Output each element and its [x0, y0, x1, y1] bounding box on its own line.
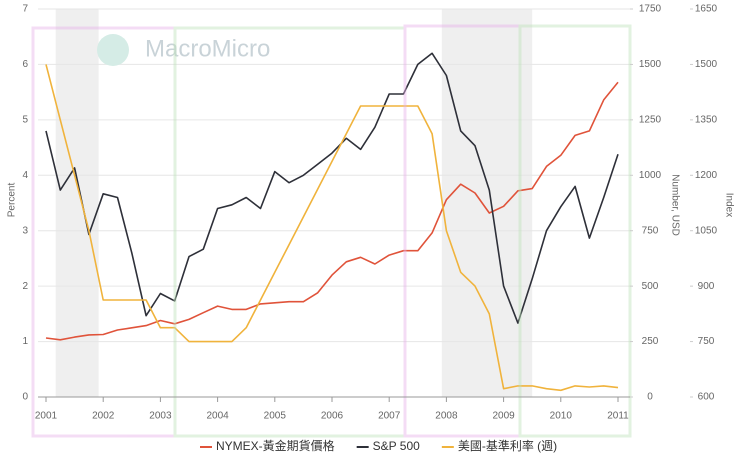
y2-tick-label: 750: [642, 225, 659, 236]
x-tick-label: 2004: [206, 411, 229, 422]
x-tick-label: 2005: [264, 411, 287, 422]
y2-tick-label: 1000: [639, 170, 662, 181]
y3-tick-label: 1200: [695, 170, 718, 181]
frame: [403, 24, 522, 438]
y-tick-label: 1: [22, 336, 28, 347]
y2-tick-label: 500: [642, 281, 659, 292]
y2-axis-title: Number, USD: [669, 174, 680, 236]
x-tick-label: 2006: [321, 411, 344, 422]
y-tick-label: 0: [22, 392, 28, 403]
x-tick-label: 2009: [492, 411, 515, 422]
y-tick-label: 3: [22, 225, 28, 236]
y-tick-label: 2: [22, 281, 28, 292]
y2-tick-label: 1750: [639, 4, 662, 15]
y3-tick-label: 1650: [695, 4, 718, 15]
x-tick-label: 2001: [35, 411, 58, 422]
series-line: [45, 81, 619, 341]
watermark: MacroMicro: [145, 35, 270, 62]
frame: [173, 26, 407, 438]
y2-tick-label: 1250: [639, 114, 662, 125]
x-tick-label: 2010: [550, 411, 573, 422]
watermark-logo: [97, 34, 129, 66]
x-tick-label: 2007: [378, 411, 401, 422]
y3-axis-title: Index: [723, 193, 734, 217]
y3-tick-label: 900: [698, 281, 715, 292]
x-tick-label: 2003: [149, 411, 172, 422]
shaded-period: [55, 9, 99, 397]
y2-tick-label: 0: [647, 392, 653, 403]
series-line: [45, 52, 619, 324]
x-tick-label: 2008: [435, 411, 458, 422]
y3-tick-label: 1350: [695, 114, 718, 125]
y3-tick-label: 750: [698, 336, 715, 347]
y3-tick-label: 600: [698, 392, 715, 403]
y3-tick-label: 1500: [695, 59, 718, 70]
y2-tick-label: 250: [642, 336, 659, 347]
frame: [31, 26, 177, 438]
y-tick-label: 7: [22, 4, 28, 15]
legend-label: S&P 500: [373, 439, 420, 453]
y2-tick-label: 1500: [639, 59, 662, 70]
y-axis-title: Percent: [7, 183, 18, 218]
y-tick-label: 6: [22, 59, 28, 70]
y3-tick-label: 1050: [695, 225, 718, 236]
legend-label: 美國-基準利率 (週): [458, 438, 557, 453]
legend-label: NYMEX-黃金期貨價格: [216, 438, 335, 453]
y-tick-label: 5: [22, 114, 28, 125]
shaded-period: [441, 9, 533, 397]
x-tick-label: 2011: [607, 411, 629, 422]
series-line: [45, 64, 619, 392]
y-tick-label: 4: [22, 170, 28, 181]
x-tick-label: 2002: [92, 411, 115, 422]
